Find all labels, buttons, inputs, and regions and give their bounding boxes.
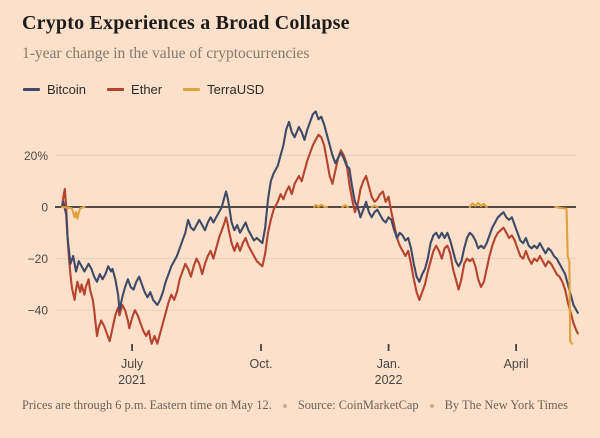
footer-note: Prices are through 6 p.m. Eastern time o… xyxy=(22,398,272,412)
legend: Bitcoin Ether TerraUSD xyxy=(23,82,264,97)
legend-label: Bitcoin xyxy=(47,82,87,97)
series-bitcoin xyxy=(60,110,579,314)
x-tick-sublabel: 2022 xyxy=(375,373,403,387)
x-tick-label: April xyxy=(504,357,529,371)
chart-subtitle: 1-year change in the value of cryptocurr… xyxy=(22,45,310,62)
legend-item-ether: Ether xyxy=(107,82,162,97)
chart-title: Crypto Experiences a Broad Collapse xyxy=(22,12,350,34)
legend-item-bitcoin: Bitcoin xyxy=(23,82,86,97)
y-tick-label: 0 xyxy=(41,201,48,215)
legend-label: TerraUSD xyxy=(207,82,265,97)
separator-dot xyxy=(282,403,287,408)
footer-source: Source: CoinMarketCap xyxy=(297,398,419,412)
x-tick-sublabel: 2021 xyxy=(118,373,146,387)
series-ether xyxy=(60,133,579,345)
legend-swatch-bitcoin xyxy=(23,88,40,91)
x-axis: July 2021 Oct. Jan. 2022 April xyxy=(118,344,529,387)
x-tick-label: Oct. xyxy=(250,357,273,371)
x-tick-label: Jan. xyxy=(377,357,401,371)
legend-item-terrausd: TerraUSD xyxy=(183,82,264,97)
y-tick-label: 20% xyxy=(24,149,48,163)
footer: Prices are through 6 p.m. Eastern time o… xyxy=(22,398,568,413)
x-tick-label: July xyxy=(121,357,144,371)
series-terrausd xyxy=(60,201,574,345)
y-tick-label: −40 xyxy=(28,304,49,318)
footer-byline: By The New York Times xyxy=(444,398,568,412)
legend-swatch-ether xyxy=(107,88,125,91)
y-axis: 20% 0 −20 −40 xyxy=(24,149,48,318)
legend-swatch-terrausd xyxy=(183,88,201,91)
legend-label: Ether xyxy=(131,82,163,97)
separator-dot xyxy=(429,403,434,408)
y-tick-label: −20 xyxy=(28,252,49,266)
